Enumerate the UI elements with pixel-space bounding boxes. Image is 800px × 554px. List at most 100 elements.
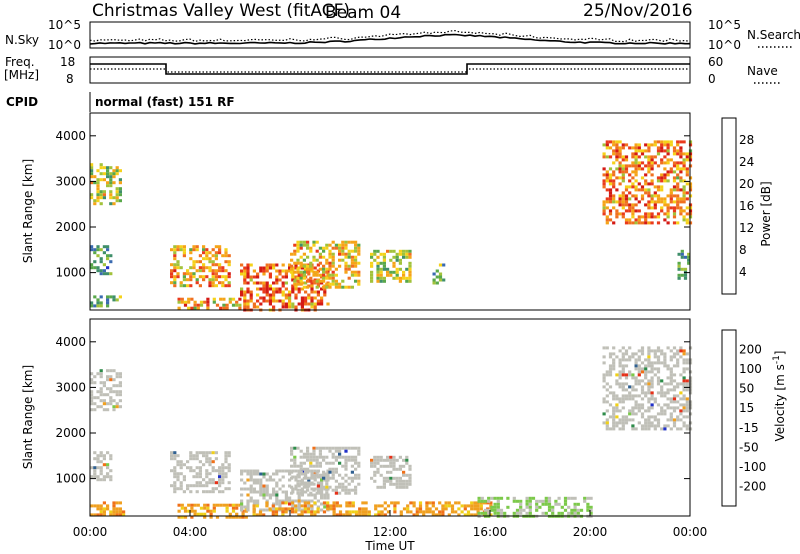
data-cell [589, 508, 593, 512]
data-cell [357, 476, 361, 480]
data-cell [252, 513, 256, 517]
data-cell [676, 194, 680, 198]
data-cell [392, 270, 396, 274]
data-cell [290, 264, 294, 268]
data-cell [408, 276, 412, 280]
data-cell [438, 278, 443, 282]
data-cell [211, 275, 215, 279]
data-cell [198, 269, 202, 273]
data-cell [338, 461, 342, 465]
data-cell [634, 164, 638, 168]
data-cell [499, 511, 504, 515]
data-cell [306, 452, 310, 456]
data-cell [605, 215, 609, 219]
data-cell [682, 194, 686, 198]
data-cell [90, 248, 94, 252]
data-cell [205, 266, 209, 270]
data-cell [608, 179, 613, 183]
data-cell [350, 258, 354, 262]
data-cell [300, 299, 304, 303]
data-cell [281, 281, 285, 285]
data-cell [109, 457, 113, 461]
data-cell [398, 467, 402, 471]
data-cell [666, 206, 670, 210]
data-cell [315, 464, 319, 468]
data-cell [650, 382, 654, 386]
data-cell [240, 502, 244, 506]
data-cell [96, 457, 100, 461]
data-cell [373, 464, 377, 468]
data-cell [634, 185, 638, 189]
data-cell [304, 299, 308, 303]
data-cell [307, 272, 311, 276]
data-cell [109, 390, 113, 394]
data-cell [608, 194, 613, 198]
data-cell [202, 245, 206, 249]
data-cell [438, 272, 443, 276]
data-cell [637, 188, 641, 192]
data-cell [240, 272, 244, 276]
data-cell [685, 155, 689, 159]
data-cell [405, 473, 409, 477]
data-cell [389, 464, 393, 468]
data-cell [354, 279, 358, 283]
data-cell [605, 140, 609, 144]
data-cell [225, 306, 229, 310]
data-cell [399, 513, 403, 517]
data-cell [294, 293, 298, 297]
data-cell [265, 263, 269, 267]
data-cell [315, 461, 319, 465]
colorbar-tick-label: -100 [739, 460, 766, 474]
data-cell [631, 221, 635, 225]
data-cell [303, 510, 307, 514]
data-cell [341, 252, 345, 256]
data-cell [487, 511, 491, 515]
data-cell [299, 240, 303, 244]
data-cell [275, 472, 279, 476]
data-cell [672, 200, 677, 204]
data-cell [326, 504, 330, 508]
data-cell [653, 206, 657, 210]
data-cell [447, 504, 451, 508]
data-cell [115, 193, 119, 197]
data-cell [195, 484, 199, 488]
data-cell [106, 451, 110, 455]
data-cell [637, 379, 641, 383]
data-cell [265, 487, 269, 491]
data-cell [199, 303, 204, 307]
data-cell [102, 263, 106, 267]
data-cell [293, 464, 297, 468]
data-cell [376, 261, 380, 265]
data-cell [265, 490, 269, 494]
data-cell [208, 278, 212, 282]
data-cell [682, 164, 686, 168]
data-cell [243, 302, 247, 306]
data-cell [682, 376, 686, 380]
data-cell [685, 218, 689, 222]
data-cell [354, 513, 359, 517]
data-cell [173, 484, 177, 488]
data-cell [272, 502, 276, 506]
data-cell [115, 190, 119, 194]
data-cell [302, 452, 306, 456]
data-cell [218, 281, 222, 285]
data-cell [605, 373, 609, 377]
data-cell [186, 272, 190, 276]
data-cell [300, 296, 304, 300]
data-cell [202, 275, 206, 279]
data-cell [211, 248, 215, 252]
data-cell [112, 378, 116, 382]
data-cell [660, 385, 664, 389]
data-cell [618, 382, 622, 386]
data-cell [361, 501, 365, 505]
data-cell [179, 284, 183, 288]
data-cell [677, 276, 681, 280]
data-cell [275, 493, 279, 497]
data-cell [608, 209, 613, 213]
data-cell [312, 482, 316, 486]
data-cell [647, 391, 651, 395]
data-cell [102, 402, 106, 406]
data-cell [224, 260, 228, 264]
data-cell [418, 510, 423, 514]
